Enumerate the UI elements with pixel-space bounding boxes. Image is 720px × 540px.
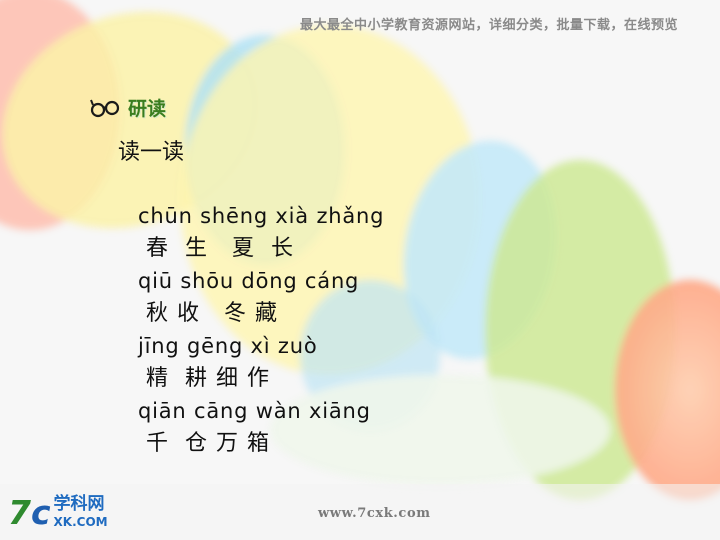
poem-pinyin-line: qiū shōu dōng cáng (138, 269, 360, 293)
poem-hanzi-line: 精 耕 细 作 (138, 366, 270, 391)
logo-mark: 7c (8, 493, 51, 532)
poem-pinyin-line: chūn shēng xià zhǎng (138, 204, 385, 228)
section-title: 研读 (90, 94, 166, 121)
poem-hanzi-line: 秋 收 冬 藏 (138, 301, 278, 326)
subtitle: 读一读 (118, 140, 185, 165)
poem-pinyin-line: qiān cāng wàn xiāng (138, 399, 371, 423)
poem-hanzi-line: 千 仓 万 箱 (138, 431, 270, 456)
section-title-label: 研读 (128, 98, 167, 120)
footer-url[interactable]: www.7cxk.com (318, 506, 431, 521)
logo-mark-c: c (30, 492, 51, 532)
poem: chūn shēng xià zhǎng 春 生 夏 长 qiū shōu dō… (138, 200, 468, 460)
poem-pinyin-line: jīng gēng xì zuò (138, 334, 318, 358)
reading-glasses-icon (90, 99, 120, 117)
logo-name-en: XK.COM (53, 515, 108, 529)
poem-hanzi-line: 春 生 夏 长 (138, 236, 294, 261)
logo-mark-seven: 7 (8, 492, 31, 532)
site-logo[interactable]: 7c 学科网 XK.COM (8, 492, 138, 532)
header-slogan: 最大最全中小学教育资源网站，详细分类，批量下载，在线预览 (299, 18, 678, 33)
logo-names: 学科网 XK.COM (53, 494, 108, 529)
logo-name-cn: 学科网 (53, 494, 105, 514)
